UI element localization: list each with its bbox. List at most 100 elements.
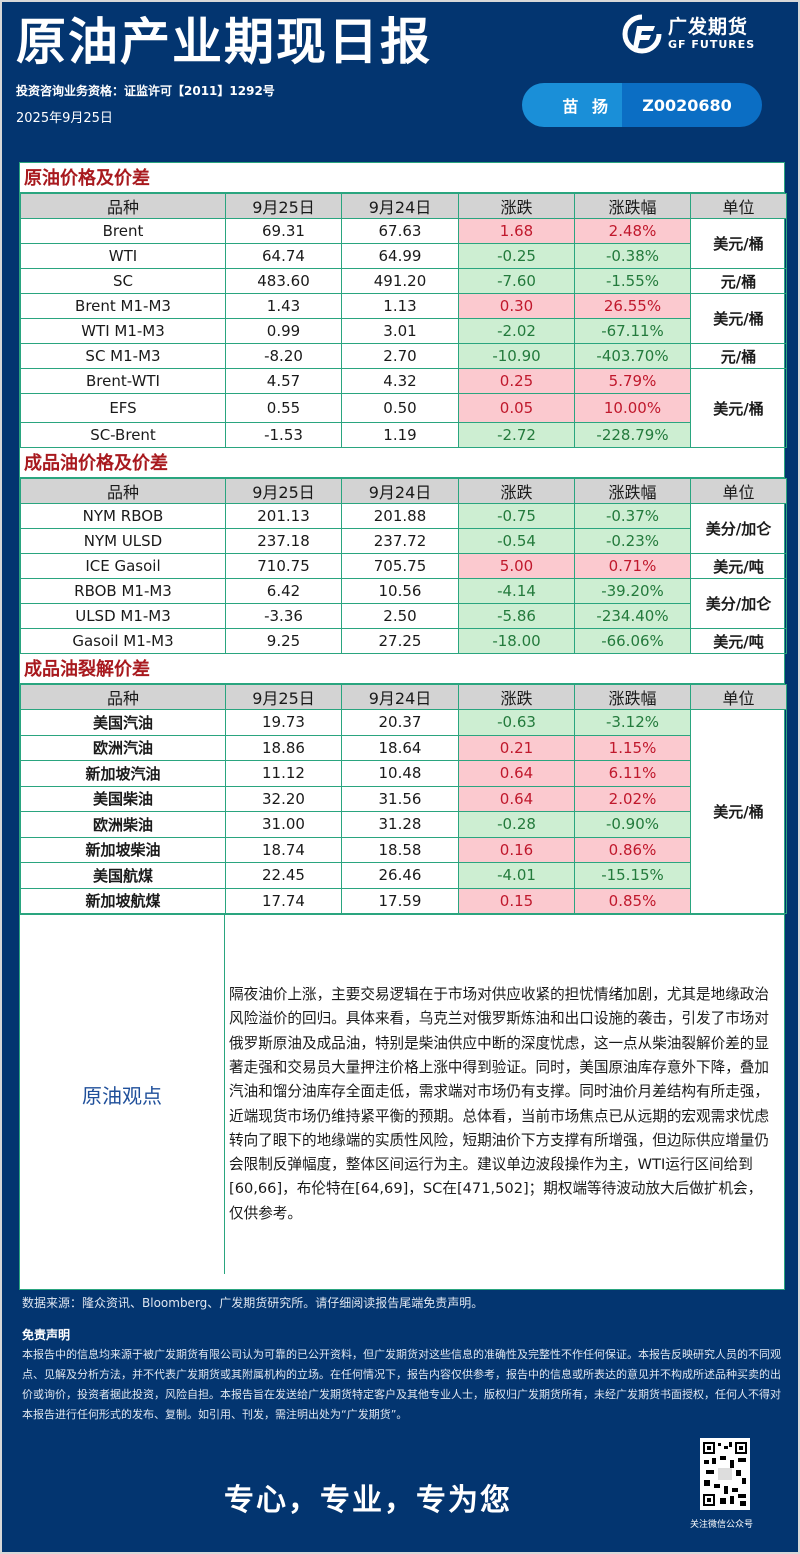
table-row: ULSD M1-M3 -3.36 2.50 -5.86 -234.40% bbox=[20, 603, 787, 629]
cell-change: -2.72 bbox=[458, 422, 575, 448]
cell-today: 22.45 bbox=[225, 862, 342, 889]
cell-today: 237.18 bbox=[225, 528, 342, 554]
cell-prev: 0.50 bbox=[341, 393, 459, 423]
cell-change: -7.60 bbox=[458, 268, 575, 294]
wechat-qr-code[interactable] bbox=[700, 1438, 750, 1510]
cell-unit: 美元/桶 bbox=[690, 293, 787, 344]
table-row: 美国柴油 32.20 31.56 0.64 2.02% bbox=[20, 785, 787, 812]
cell-variety: Brent M1-M3 bbox=[20, 293, 226, 319]
cell-prev: 17.59 bbox=[341, 887, 459, 914]
cell-today: 483.60 bbox=[225, 268, 342, 294]
cell-variety: NYM ULSD bbox=[20, 528, 226, 554]
cell-variety: 美国航煤 bbox=[20, 862, 226, 889]
cell-today: 18.86 bbox=[225, 734, 342, 761]
table-row: NYM RBOB 201.13 201.88 -0.75 -0.37% 美分/加… bbox=[20, 503, 787, 554]
cell-today: 31.00 bbox=[225, 811, 342, 838]
col-header-unit: 单位 bbox=[690, 684, 787, 710]
cell-pct: 1.15% bbox=[574, 734, 691, 761]
cell-today: -1.53 bbox=[225, 422, 342, 448]
data-source-note: 数据来源：隆众资讯、Bloomberg、广发期货研究所。请仔细阅读报告尾端免责声… bbox=[22, 1296, 484, 1310]
table-row: 美国航煤 22.45 26.46 -4.01 -15.15% bbox=[20, 862, 787, 889]
cell-variety: NYM RBOB bbox=[20, 503, 226, 529]
cell-change: -2.02 bbox=[458, 318, 575, 344]
cell-change: -0.75 bbox=[458, 503, 575, 529]
table-row: RBOB M1-M3 6.42 10.56 -4.14 -39.20% 美分/加… bbox=[20, 578, 787, 629]
cell-change: -18.00 bbox=[458, 628, 575, 654]
section-title-products: 成品油价格及价差 bbox=[20, 448, 784, 478]
cell-unit: 美分/加仑 bbox=[690, 503, 787, 554]
cell-prev: 705.75 bbox=[341, 553, 459, 579]
table-row: 欧洲柴油 31.00 31.28 -0.28 -0.90% bbox=[20, 811, 787, 838]
table-row: 欧洲汽油 18.86 18.64 0.21 1.15% bbox=[20, 734, 787, 761]
cell-pct: 5.79% bbox=[574, 368, 691, 394]
cell-prev: 491.20 bbox=[341, 268, 459, 294]
cell-change: 0.05 bbox=[458, 393, 575, 423]
cell-variety: Gasoil M1-M3 bbox=[20, 628, 226, 654]
cell-variety: 新加坡汽油 bbox=[20, 760, 226, 787]
table-row: Brent-WTI 4.57 4.32 0.25 5.79% 美元/桶 bbox=[20, 368, 787, 448]
qualification-text: 投资咨询业务资格：证监许可【2011】1292号 bbox=[16, 84, 275, 98]
cell-change: 0.16 bbox=[458, 836, 575, 863]
company-logo: 广发期货 GF FUTURES bbox=[622, 12, 782, 56]
col-header-pct: 涨跌幅 bbox=[574, 478, 691, 504]
cell-pct: -39.20% bbox=[574, 578, 691, 604]
opinion-text: 隔夜油价上涨，主要交易逻辑在于市场对供应收紧的担忧情绪加剧，尤其是地缘政治风险溢… bbox=[225, 915, 784, 1274]
slogan: 专心，专业，专为您 bbox=[224, 1483, 512, 1518]
report-date: 2025年9月25日 bbox=[16, 111, 113, 126]
section-title-crude: 原油价格及价差 bbox=[20, 163, 784, 193]
cell-pct: -3.12% bbox=[574, 709, 691, 736]
cell-change: -0.54 bbox=[458, 528, 575, 554]
cell-pct: -15.15% bbox=[574, 862, 691, 889]
col-header-variety: 品种 bbox=[20, 684, 226, 710]
cell-change: 0.64 bbox=[458, 785, 575, 812]
cell-variety: Brent bbox=[20, 218, 226, 244]
cell-change: 0.25 bbox=[458, 368, 575, 394]
cell-variety: ICE Gasoil bbox=[20, 553, 226, 579]
col-header-unit: 单位 bbox=[690, 193, 787, 219]
disclaimer-title: 免责声明 bbox=[22, 1328, 71, 1342]
table-row: SC 483.60 491.20 -7.60 -1.55% 元/桶 bbox=[20, 268, 787, 294]
cell-variety: Brent-WTI bbox=[20, 368, 226, 394]
cell-prev: 27.25 bbox=[341, 628, 459, 654]
cell-today: 19.73 bbox=[225, 709, 342, 736]
cell-change: 1.68 bbox=[458, 218, 575, 244]
table-header-row: 品种 9月25日 9月24日 涨跌 涨跌幅 单位 bbox=[20, 684, 787, 710]
cell-prev: 31.28 bbox=[341, 811, 459, 838]
disclaimer-body: 本报告中的信息均来源于被广发期货有限公司认为可靠的已公开资料，但广发期货对这些信… bbox=[22, 1348, 781, 1421]
analyst-name: 苗 扬 bbox=[522, 83, 622, 127]
cell-pct: -0.38% bbox=[574, 243, 691, 269]
cell-change: 0.30 bbox=[458, 293, 575, 319]
cell-prev: 20.37 bbox=[341, 709, 459, 736]
cell-prev: 67.63 bbox=[341, 218, 459, 244]
cell-variety: SC M1-M3 bbox=[20, 343, 226, 369]
cell-prev: 201.88 bbox=[341, 503, 459, 529]
cell-today: 0.99 bbox=[225, 318, 342, 344]
cell-variety: SC bbox=[20, 268, 226, 294]
report-title: 原油产业期现日报 bbox=[16, 13, 432, 71]
cell-change: 0.15 bbox=[458, 887, 575, 914]
cell-pct: 0.86% bbox=[574, 836, 691, 863]
cell-change: -0.63 bbox=[458, 709, 575, 736]
cell-prev: 2.70 bbox=[341, 343, 459, 369]
col-header-prev: 9月24日 bbox=[341, 684, 459, 710]
col-header-today: 9月25日 bbox=[225, 193, 342, 219]
cell-unit: 美元/桶 bbox=[690, 709, 787, 914]
table-row: EFS 0.55 0.50 0.05 10.00% bbox=[20, 393, 787, 423]
table-row: WTI M1-M3 0.99 3.01 -2.02 -67.11% bbox=[20, 318, 787, 344]
opinion-label: 原油观点 bbox=[20, 915, 225, 1274]
cell-change: 0.64 bbox=[458, 760, 575, 787]
products-price-table: 品种 9月25日 9月24日 涨跌 涨跌幅 单位 NYM RBOB 201.13… bbox=[20, 478, 787, 654]
cell-today: 32.20 bbox=[225, 785, 342, 812]
cell-pct: -234.40% bbox=[574, 603, 691, 629]
col-header-prev: 9月24日 bbox=[341, 478, 459, 504]
cell-pct: 0.85% bbox=[574, 887, 691, 914]
cell-pct: -0.23% bbox=[574, 528, 691, 554]
cell-today: 4.57 bbox=[225, 368, 342, 394]
cell-prev: 1.13 bbox=[341, 293, 459, 319]
table-row: ICE Gasoil 710.75 705.75 5.00 0.71% 美元/吨 bbox=[20, 553, 787, 579]
cell-variety: SC-Brent bbox=[20, 422, 226, 448]
table-header-row: 品种 9月25日 9月24日 涨跌 涨跌幅 单位 bbox=[20, 193, 787, 219]
cell-variety: 美国柴油 bbox=[20, 785, 226, 812]
cell-unit: 美元/吨 bbox=[690, 553, 787, 579]
